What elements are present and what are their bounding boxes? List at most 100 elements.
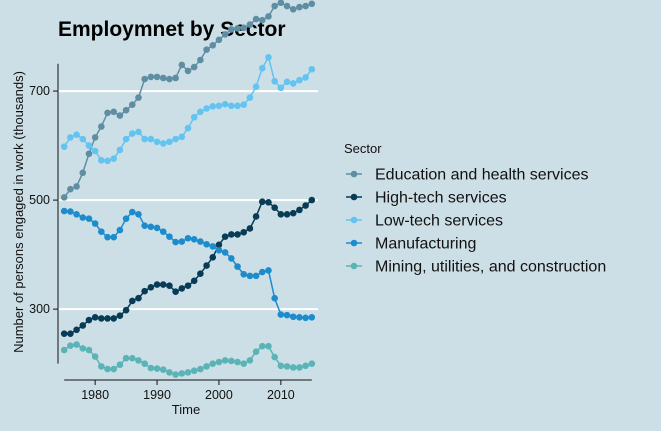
legend-label: Mining, utilities, and construction: [375, 259, 606, 276]
data-point: [265, 267, 272, 274]
x-tick-label: 2000: [205, 388, 233, 402]
y-tick-label: 300: [29, 302, 50, 316]
data-point: [215, 358, 223, 366]
legend-item: Manufacturing: [346, 236, 476, 253]
data-point: [265, 53, 272, 61]
data-point: [283, 210, 291, 218]
data-point: [159, 228, 167, 236]
data-point: [166, 369, 173, 376]
data-point: [122, 215, 130, 222]
data-point: [258, 268, 266, 276]
data-point: [246, 272, 254, 280]
data-point: [271, 2, 278, 10]
data-point: [141, 222, 148, 230]
data-point: [203, 363, 210, 370]
data-point: [98, 157, 105, 164]
data-point: [79, 214, 87, 221]
legend-key-point: [350, 239, 358, 247]
data-point: [234, 231, 241, 238]
data-point: [104, 233, 111, 241]
data-point: [184, 282, 192, 289]
data-point: [252, 15, 260, 23]
data-point: [234, 102, 241, 110]
data-point: [246, 225, 254, 232]
data-point: [265, 13, 272, 20]
data-point: [289, 80, 297, 87]
legend-item: Low-tech services: [346, 213, 503, 230]
data-point: [128, 130, 136, 137]
data-point: [73, 341, 80, 348]
data-point: [91, 134, 99, 141]
data-point: [122, 106, 130, 114]
data-point: [178, 285, 186, 292]
data-point: [110, 155, 118, 162]
data-point: [141, 287, 148, 295]
data-point: [141, 135, 148, 143]
legend: Sector Education and health services High…: [344, 141, 606, 276]
data-point: [141, 360, 148, 367]
data-point: [184, 67, 192, 75]
data-point: [308, 0, 316, 8]
data-point: [246, 21, 254, 28]
legend-item: High-tech services: [346, 190, 507, 207]
series-2: [60, 53, 316, 165]
data-point: [73, 326, 80, 334]
data-point: [85, 316, 93, 324]
data-point: [197, 56, 204, 64]
data-point: [85, 142, 93, 149]
y-axis: 300 500 700: [29, 63, 59, 364]
chart-title: Employmnet by Sector: [58, 18, 286, 41]
data-point: [104, 365, 111, 373]
data-point: [258, 342, 266, 350]
data-point: [147, 73, 155, 81]
data-point: [209, 254, 217, 261]
x-tick-label: 1990: [143, 388, 171, 402]
data-point: [172, 135, 179, 143]
data-point: [60, 346, 68, 354]
data-point: [172, 288, 179, 295]
data-point: [283, 78, 291, 86]
data-point: [209, 103, 217, 110]
data-point: [190, 277, 198, 285]
data-point: [135, 128, 142, 136]
data-point: [73, 210, 80, 218]
data-point: [203, 46, 210, 53]
data-point: [277, 210, 285, 218]
data-point: [240, 101, 248, 108]
data-point: [116, 226, 124, 234]
data-point: [67, 342, 74, 349]
data-point: [283, 311, 291, 319]
data-point: [122, 135, 130, 143]
y-tick-label: 500: [29, 193, 50, 207]
data-point: [159, 281, 167, 288]
data-point: [234, 358, 241, 366]
data-point: [147, 135, 155, 143]
data-point: [147, 364, 155, 372]
data-point: [302, 314, 309, 322]
data-point: [166, 233, 173, 240]
legend-label: High-tech services: [375, 190, 507, 207]
data-point: [79, 135, 87, 143]
data-point: [277, 311, 285, 318]
legend-label: Education and health services: [375, 167, 588, 184]
data-point: [60, 330, 68, 337]
data-point: [172, 238, 179, 246]
data-point: [302, 74, 309, 81]
data-point: [308, 196, 316, 204]
series-4: [60, 341, 316, 378]
data-point: [153, 224, 161, 232]
data-point: [289, 209, 297, 217]
data-point: [258, 16, 266, 24]
data-point: [197, 270, 204, 277]
data-point: [240, 270, 248, 278]
data-point: [159, 74, 167, 82]
data-point: [178, 133, 186, 141]
data-point: [203, 240, 210, 248]
data-point: [110, 315, 118, 322]
data-point: [172, 74, 179, 82]
data-point: [166, 75, 173, 83]
data-point: [91, 353, 99, 360]
data-point: [228, 102, 235, 110]
data-point: [73, 131, 80, 138]
data-point: [153, 365, 161, 372]
